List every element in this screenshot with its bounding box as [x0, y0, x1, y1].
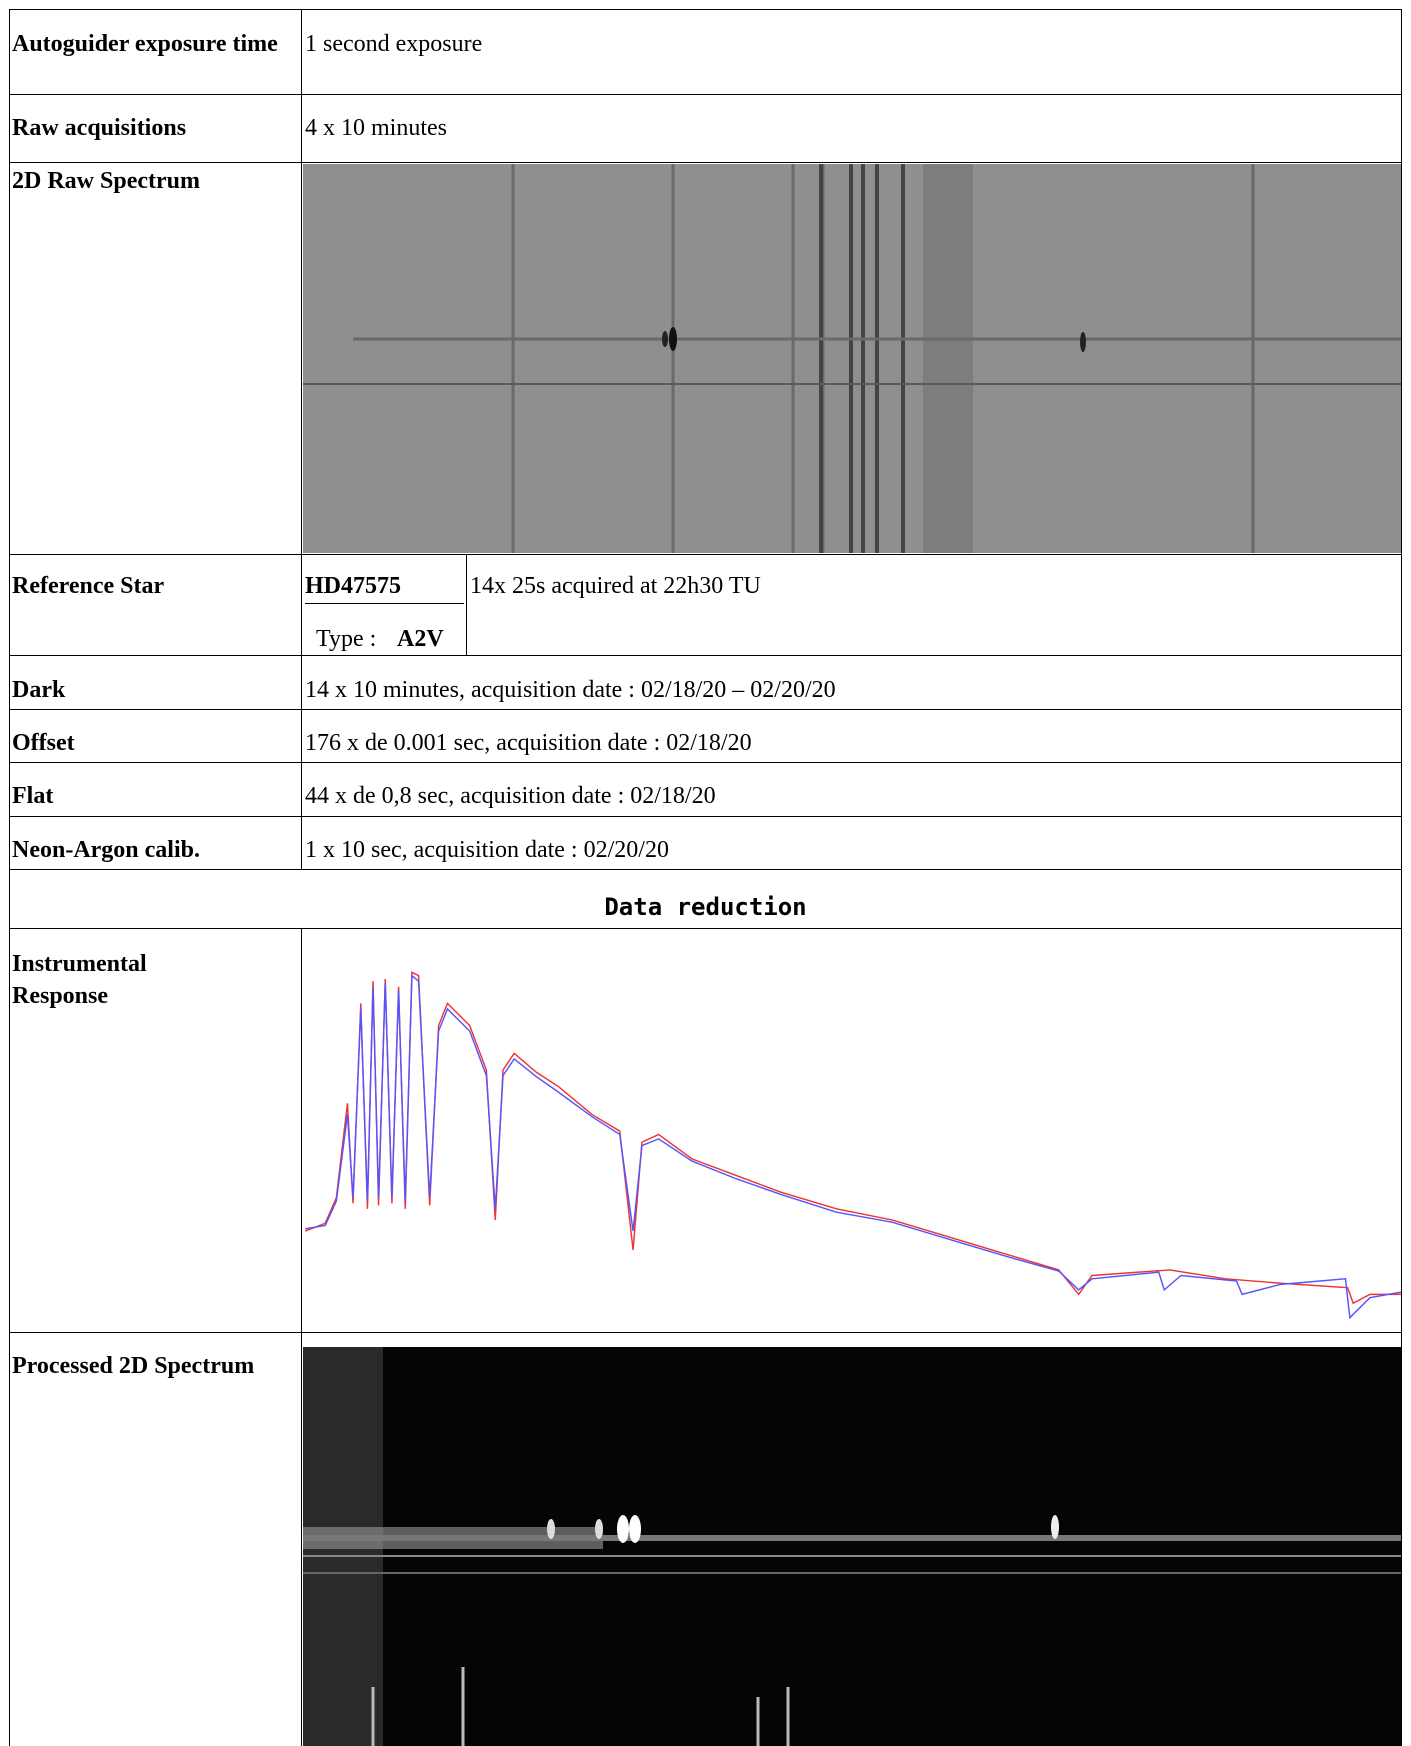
- raw-spectrum-image: [303, 164, 1401, 553]
- col-rule: [466, 554, 467, 655]
- rule: [9, 762, 1402, 763]
- value: 14 x 10 minutes, acquisition date : 02/1…: [305, 677, 836, 703]
- value: 14x 25s acquired at 22h30 TU: [470, 573, 761, 599]
- table: [9, 9, 1402, 1746]
- label: Offset: [12, 730, 75, 756]
- value: 1 x 10 sec, acquisition date : 02/20/20: [305, 837, 669, 863]
- type-label: Type :: [316, 626, 377, 652]
- value: 1 second exposure: [305, 31, 483, 57]
- response-chart: [304, 971, 1401, 1320]
- star-name: HD47575: [305, 573, 401, 599]
- label: Dark: [12, 677, 66, 703]
- label: Processed 2D Spectrum: [12, 1353, 255, 1379]
- label: Instrumental Response: [12, 951, 147, 1009]
- label: Neon-Argon calib.: [12, 837, 200, 863]
- rule: [9, 554, 1402, 555]
- rule: [9, 709, 1402, 710]
- label: 2D Raw Spectrum: [12, 168, 200, 194]
- rule: [9, 869, 1402, 870]
- rule: [9, 94, 1402, 95]
- col-rule: [301, 9, 302, 869]
- section-title: Data reduction: [604, 893, 807, 921]
- label: Raw acquisitions: [12, 115, 187, 141]
- rule: [9, 928, 1402, 929]
- value: 176 x de 0.001 sec, acquisition date : 0…: [305, 730, 752, 756]
- value: 4 x 10 minutes: [305, 115, 447, 141]
- rule: [9, 816, 1402, 817]
- label: Flat: [12, 783, 54, 809]
- value: 44 x de 0,8 sec, acquisition date : 02/1…: [305, 783, 716, 809]
- processed-spectrum-image: [303, 1347, 1401, 1746]
- rule: [9, 1332, 1402, 1333]
- rule: [9, 162, 1402, 163]
- type-value: A2V: [397, 626, 444, 652]
- label: Autoguider exposure time: [12, 31, 278, 57]
- col-rule: [301, 928, 302, 1746]
- label: Reference Star: [12, 573, 165, 599]
- rule: [305, 603, 464, 604]
- rule: [9, 655, 1402, 656]
